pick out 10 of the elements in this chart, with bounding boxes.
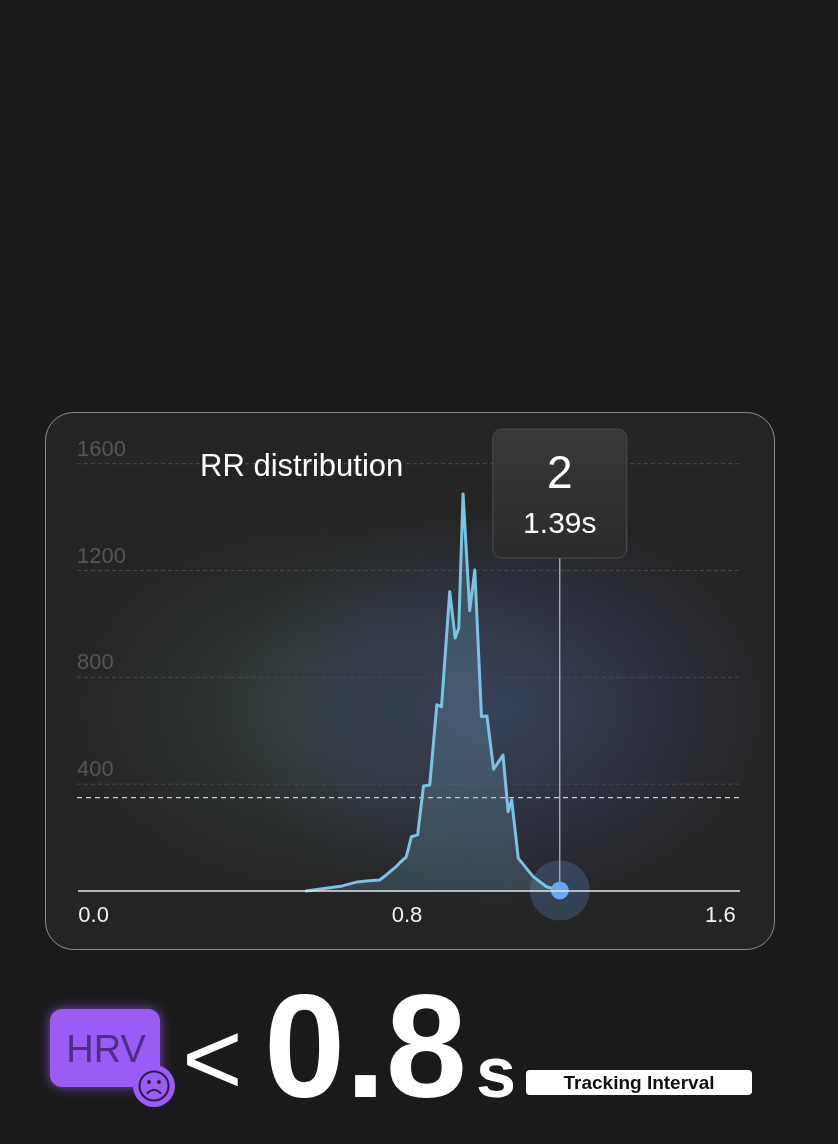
text: Tracking Interval — [563, 1072, 715, 1093]
text: s — [476, 1032, 517, 1112]
annotation: 2 — [547, 446, 573, 498]
x-tick-label: 0.0 — [78, 902, 109, 927]
x-tick-label: 0.8 — [391, 902, 423, 927]
annotation: 1.39s — [523, 506, 597, 539]
text: < — [182, 1000, 243, 1116]
chart-title: RR distribution — [200, 448, 404, 483]
text: HRV — [66, 1028, 147, 1070]
x-tick-label: 1.6 — [705, 902, 736, 927]
